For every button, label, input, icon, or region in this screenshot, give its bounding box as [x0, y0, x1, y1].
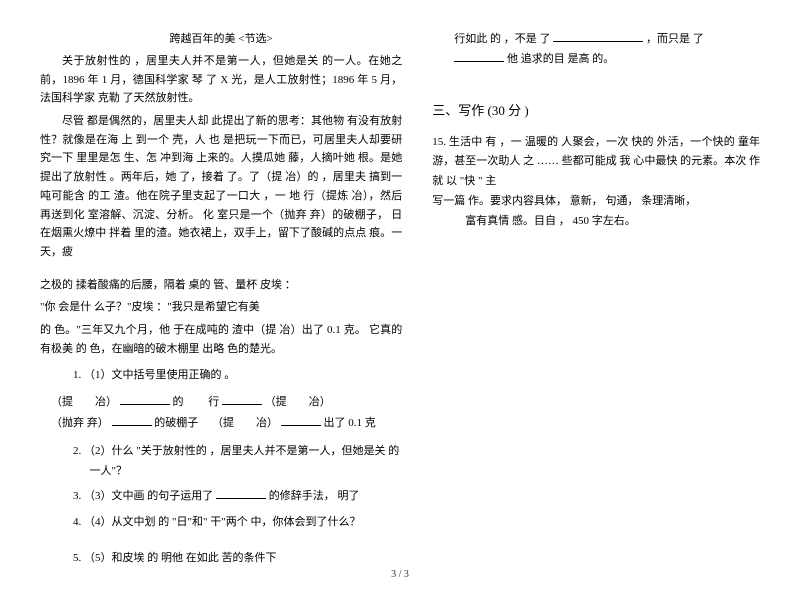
q3b-text: 的修辞手法， 明了	[269, 490, 360, 502]
blank	[222, 393, 262, 405]
top1: 行如此 的 ，不是 了	[454, 33, 550, 45]
left-column: 跨越百年的美 <节选> 关于放射性的 ，居里夫人并不是第一人，但她是关 的一人。…	[40, 30, 402, 550]
blank	[112, 414, 152, 426]
fill-b: 的	[173, 396, 184, 408]
fill-line-1: （提 冶） 的 行 （提 冶）	[51, 392, 402, 413]
question-2: 2. （2）什么 "关于放射性的 ，居里夫人并不是第一人，但她是关 的一人"？	[90, 442, 403, 482]
q15-line3: 富有真情 感。目自 ， 450 字左右。	[465, 212, 760, 232]
section-heading: 三、写作 (30 分 )	[432, 100, 760, 119]
question-list: 1. （1）文中括号里使用正确的 。	[73, 366, 402, 386]
question-3: 3. （3）文中画 的句子运用了 的修辞手法， 明了	[90, 487, 403, 507]
question-list-2: 2. （2）什么 "关于放射性的 ，居里夫人并不是第一人，但她是关 的一人"？ …	[73, 442, 402, 569]
paragraph-1: 关于放射性的 ，居里夫人并不是第一人，但她是关 的一人。在她之前，1896 年 …	[40, 52, 402, 108]
paragraph-3: 之极的 揉着酸痛的后腰，隔着 桌的 管、量杯 皮埃 ：	[40, 276, 402, 295]
page-columns: 跨越百年的美 <节选> 关于放射性的 ，居里夫人并不是第一人，但她是关 的一人。…	[40, 30, 760, 550]
paragraph-2: 尽管 都是偶然的，居里夫人却 此提出了新的思考：其他物 有没有放射性？就像是在海…	[40, 112, 402, 262]
blank	[120, 393, 170, 405]
blank	[216, 487, 266, 499]
fill-e: （抛弃 弃）	[51, 417, 109, 429]
q15-line1: 15. 生活中 有 ，一 温暖的 人聚会，一次 快的 外活，一个快的 童年游，甚…	[432, 133, 760, 192]
page-footer: 3 / 3	[0, 569, 800, 580]
paragraph-5: 的 色。"三年又九个月，他 于在成吨的 渣中（提 冶）出了 0.1 克。 它真的…	[40, 321, 402, 358]
paragraph-4: "你 会是什 么子？"皮埃 ："我只是希望它有美	[40, 298, 402, 317]
fill-h: 出了 0.1 克	[324, 417, 376, 429]
right-column: 行如此 的 ，不是 了 ，而只是 了 他 追求的目 是高 的。 三、写作 (30…	[432, 30, 760, 550]
top3: 他 追求的目 是高 的。	[507, 53, 614, 65]
question-5: 5. （5）和皮埃 的 明他 在如此 苦的条件下	[90, 549, 403, 569]
top2: ，而只是 了	[646, 33, 704, 45]
q15-line2: 写一篇 作。要求内容具体， 意新， 句通， 条理清晰，	[432, 192, 760, 212]
fill-c: 行	[208, 396, 219, 408]
q3-text: 3. （3）文中画 的句子运用了	[73, 490, 216, 502]
fill-g: （提 冶）	[212, 417, 278, 429]
blank	[454, 50, 504, 62]
fill-d: （提 冶）	[265, 396, 331, 408]
question-4: 4. （4）从文中划 的 "日"和" 干"两个 中，你体会到了什么？	[90, 513, 403, 533]
blank	[281, 414, 321, 426]
fill-a: （提 冶）	[51, 396, 117, 408]
continuation-text: 行如此 的 ，不是 了 ，而只是 了 他 追求的目 是高 的。	[454, 30, 760, 70]
blank	[553, 30, 643, 42]
question-1: 1. （1）文中括号里使用正确的 。	[90, 366, 403, 386]
fill-line-2: （抛弃 弃） 的破棚子 （提 冶） 出了 0.1 克	[51, 413, 402, 434]
passage-title: 跨越百年的美 <节选>	[40, 30, 402, 46]
fill-f: 的破棚子	[154, 417, 198, 429]
